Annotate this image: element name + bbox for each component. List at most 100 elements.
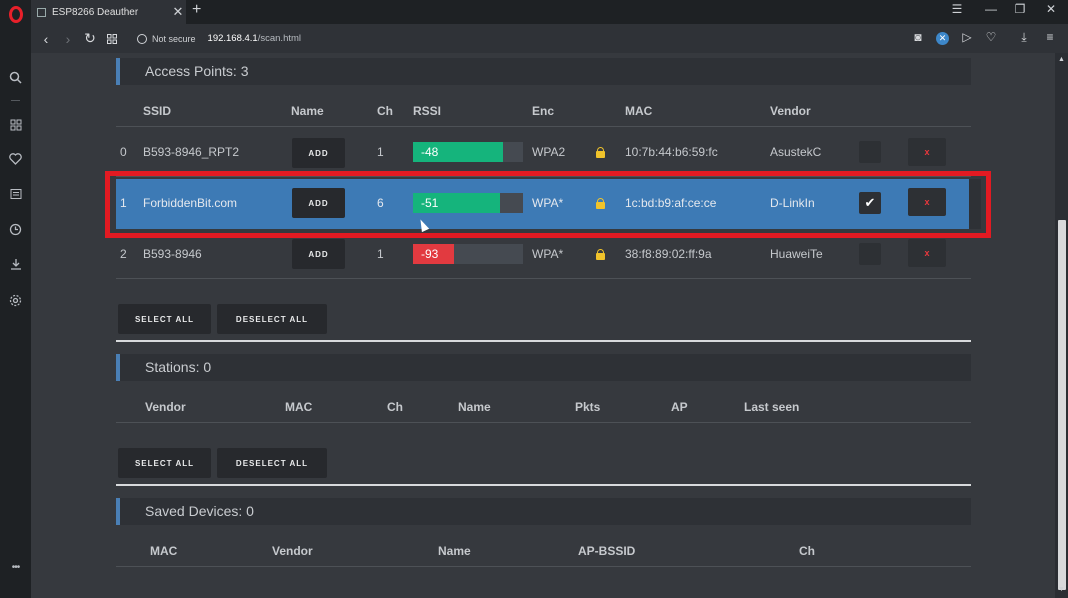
col-rssi: RSSI	[413, 104, 442, 118]
settings-gear-icon[interactable]	[0, 289, 31, 311]
speed-dial-icon[interactable]	[0, 114, 31, 136]
row-ch: 1	[377, 145, 384, 159]
minimize-icon[interactable]: —	[985, 2, 997, 16]
rssi-value: -48	[421, 145, 439, 159]
send-icon[interactable]: ▷	[962, 30, 972, 44]
add-button[interactable]: ADD	[292, 188, 345, 218]
add-button[interactable]: ADD	[292, 239, 345, 269]
access-points-heading: Access Points: 3	[116, 58, 971, 85]
rssi-fill	[413, 193, 500, 213]
stations-heading: Stations: 0	[116, 354, 971, 381]
opera-logo-icon[interactable]	[0, 3, 31, 25]
lock-icon	[596, 249, 605, 260]
tab-esp8266-deauther[interactable]: ESP8266 Deauther ✕	[31, 0, 186, 24]
row-enc: WPA*	[532, 247, 564, 261]
col-ch: Ch	[387, 400, 403, 414]
security-indicator[interactable]: Not secure	[137, 33, 196, 44]
tabs-grid-icon[interactable]	[101, 31, 123, 47]
lock-icon	[596, 198, 605, 209]
rssi-fill	[413, 142, 504, 162]
remove-button[interactable]: x	[908, 188, 946, 216]
history-icon[interactable]	[0, 218, 31, 240]
col-mac: MAC	[150, 544, 178, 558]
saved-devices-heading: Saved Devices: 0	[116, 498, 971, 525]
col-pkts: Pkts	[575, 400, 601, 414]
select-checkbox-checked[interactable]: ✔	[859, 192, 881, 214]
rssi-value: -51	[421, 196, 439, 210]
select-all-button[interactable]: SELECT ALL	[118, 448, 211, 478]
select-checkbox[interactable]	[859, 141, 881, 163]
scroll-up-icon[interactable]: ▲	[1058, 56, 1065, 63]
bookmark-heart-icon[interactable]: ♡	[985, 30, 997, 44]
col-mac: MAC	[285, 400, 313, 414]
row-index: 0	[120, 145, 127, 159]
col-name: Name	[438, 544, 471, 558]
downloads-icon[interactable]	[0, 253, 31, 275]
reload-icon[interactable]: ↻	[84, 30, 96, 46]
remove-button[interactable]: x	[908, 239, 946, 267]
tab-menu-icon[interactable]: ☰	[951, 2, 963, 16]
col-vendor: Vendor	[272, 544, 313, 558]
section-divider	[116, 484, 971, 486]
row-divider	[116, 278, 971, 279]
row-vendor: HuaweiTe	[770, 247, 823, 261]
rssi-bar: -93	[413, 244, 523, 264]
col-ap: AP	[671, 400, 688, 414]
row-enc: WPA*	[532, 196, 564, 210]
heart-icon[interactable]	[0, 148, 31, 170]
col-enc: Enc	[532, 104, 555, 118]
adblock-icon[interactable]: ✕	[936, 32, 949, 45]
col-last-seen: Last seen	[744, 400, 800, 414]
row-vendor: AsustekC	[770, 145, 822, 159]
col-mac: MAC	[625, 104, 653, 118]
forward-icon[interactable]: ›	[65, 30, 71, 47]
tab-title: ESP8266 Deauther	[52, 6, 139, 18]
row-ssid: B593-8946_RPT2	[143, 145, 240, 159]
page-favicon-icon	[37, 7, 46, 17]
new-tab-icon[interactable]: +	[192, 1, 202, 18]
selected-row-edge	[969, 179, 981, 229]
header-divider	[116, 126, 971, 127]
row-ch: 6	[377, 196, 384, 210]
section-divider	[116, 340, 971, 342]
col-ssid: SSID	[143, 104, 172, 118]
window-close-icon[interactable]: ✕	[1045, 2, 1057, 16]
lock-icon	[596, 147, 605, 158]
url-path: /scan.html	[257, 33, 302, 44]
tab-bar: ESP8266 Deauther ✕ + ☰ — ❐ ✕	[31, 0, 1068, 24]
row-mac: 38:f8:89:02:ff:9a	[625, 247, 712, 261]
news-icon[interactable]	[0, 183, 31, 205]
col-name: Name	[458, 400, 491, 414]
address-bar: ‹ › ↻ Not secure 192.168.4.1/scan.html ◙…	[31, 24, 1068, 53]
remove-button[interactable]: x	[908, 138, 946, 166]
row-ssid: B593-8946	[143, 247, 202, 261]
url-field[interactable]: 192.168.4.1/scan.html	[208, 33, 301, 44]
row-ssid: ForbiddenBit.com	[143, 196, 238, 210]
tab-close-icon[interactable]: ✕	[172, 4, 184, 19]
easy-setup-icon[interactable]: ≡	[1046, 30, 1054, 44]
more-icon[interactable]: •••	[11, 561, 21, 573]
download-icon[interactable]: ⤓	[1021, 30, 1027, 44]
add-button[interactable]: ADD	[292, 138, 345, 168]
select-checkbox[interactable]	[859, 243, 881, 265]
select-all-button[interactable]: SELECT ALL	[118, 304, 211, 334]
col-ch: Ch	[799, 544, 815, 558]
restore-icon[interactable]: ❐	[1014, 2, 1026, 16]
browser-sidebar: •••	[0, 0, 31, 598]
row-index: 2	[120, 247, 127, 261]
rssi-fill	[413, 244, 454, 264]
camera-icon[interactable]: ◙	[914, 30, 922, 44]
deselect-all-button[interactable]: DESELECT ALL	[217, 448, 327, 478]
scroll-down-icon[interactable]: ▼	[1058, 586, 1065, 593]
deselect-all-button[interactable]: DESELECT ALL	[217, 304, 327, 334]
selected-row-background	[116, 179, 971, 229]
row-vendor: D-LinkIn	[770, 196, 815, 210]
search-icon[interactable]	[0, 66, 31, 88]
scrollbar-thumb[interactable]	[1058, 220, 1066, 590]
rssi-bar: -51	[413, 193, 523, 213]
back-icon[interactable]: ‹	[43, 30, 49, 47]
url-host: 192.168.4.1	[207, 33, 258, 44]
globe-icon	[137, 33, 147, 44]
header-divider	[116, 422, 971, 423]
col-ap-bssid: AP-BSSID	[578, 544, 636, 558]
